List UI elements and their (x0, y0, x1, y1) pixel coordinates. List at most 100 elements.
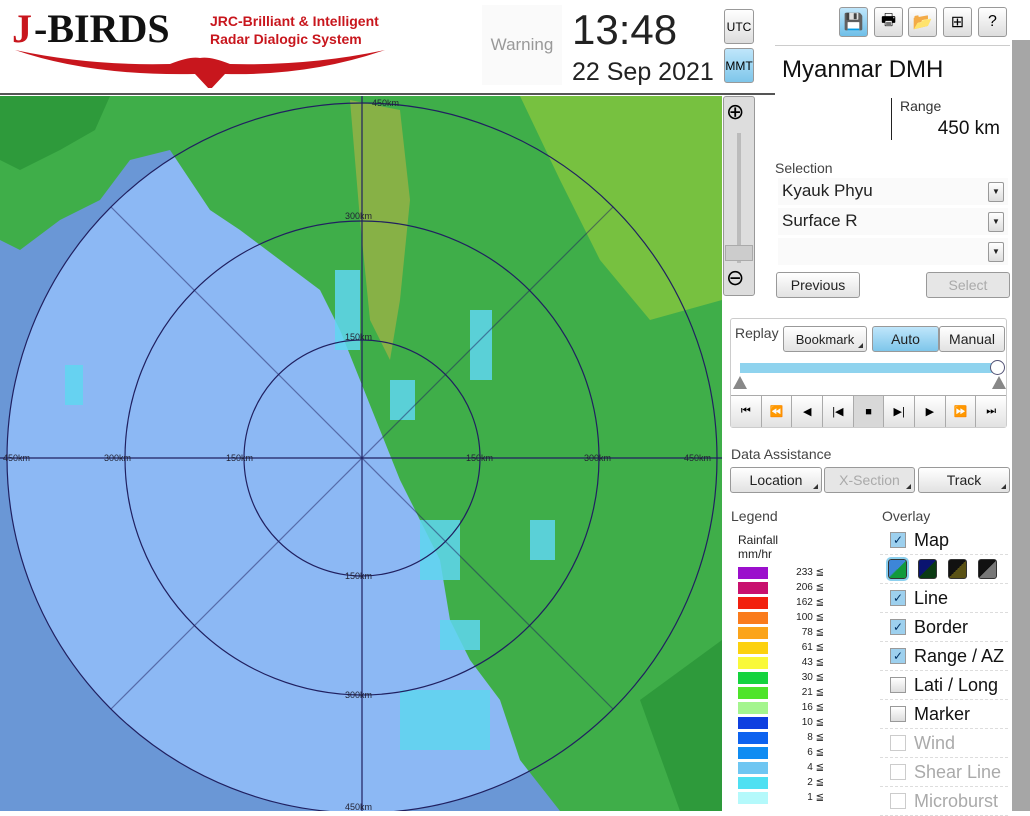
replay-start-marker[interactable] (733, 376, 747, 389)
auto-button[interactable]: Auto (872, 326, 939, 352)
checkbox[interactable] (890, 764, 906, 780)
bookmark-button[interactable]: Bookmark (783, 326, 867, 352)
site-name: Myanmar DMH (778, 52, 1008, 88)
overlay-wind[interactable]: Wind (880, 729, 1008, 758)
checkbox[interactable]: ✓ (890, 532, 906, 548)
overlay-label: Overlay (882, 508, 931, 524)
legend-swatch (738, 671, 768, 684)
replay-end-marker[interactable] (992, 376, 1006, 389)
save-icon[interactable]: 💾 (839, 7, 868, 37)
logo: J -BIRDS JRC-Brilliant & Intelligent Rad… (10, 6, 390, 90)
location-button[interactable]: Location (730, 467, 822, 493)
radar-map[interactable]: 450km 300km 150km 450km 300km 150km 150k… (0, 96, 722, 811)
overlay-marker[interactable]: Marker (880, 700, 1008, 729)
chevron-down-icon[interactable]: ▼ (988, 242, 1004, 262)
legend-swatch (738, 641, 768, 654)
legend-label: Legend (731, 508, 778, 524)
previous-button[interactable]: Previous (776, 272, 860, 298)
zoom-in-icon[interactable]: ⊕ (726, 99, 745, 124)
legend-item: 78 ≦ (738, 625, 867, 640)
clock-time: 13:48 (572, 6, 678, 53)
checkbox[interactable] (890, 793, 906, 809)
xsection-button[interactable]: X-Section (824, 467, 915, 493)
checkbox[interactable] (890, 677, 906, 693)
add-window-icon[interactable]: ⊞ (943, 7, 972, 37)
zoom-slider[interactable]: ⊕ ⊖ (723, 96, 755, 296)
first-frame-button[interactable]: ⏮ (731, 396, 762, 427)
overlay-map[interactable]: ✓ Map (880, 526, 1008, 555)
third-select[interactable]: ▼ (778, 238, 1008, 265)
fast-back-button[interactable]: ⏪ (761, 396, 793, 427)
scrollbar[interactable] (1012, 40, 1030, 811)
ring-label: 450km (345, 802, 372, 811)
legend-swatch (738, 656, 768, 669)
zoom-handle[interactable] (725, 245, 753, 261)
overlay-label: Shear Line (914, 761, 1002, 782)
overlay-shear-line[interactable]: Shear Line (880, 758, 1008, 787)
map-style-swatch[interactable] (978, 559, 997, 579)
replay-slider[interactable] (740, 363, 1002, 373)
legend-swatch (738, 791, 768, 804)
header: J -BIRDS JRC-Brilliant & Intelligent Rad… (0, 0, 775, 95)
chevron-down-icon[interactable]: ▼ (988, 212, 1004, 232)
checkbox[interactable] (890, 706, 906, 722)
product-select[interactable]: Surface R ▼ (778, 208, 1008, 235)
utc-button[interactable]: UTC (724, 9, 754, 44)
legend-item: 43 ≦ (738, 655, 867, 670)
track-button[interactable]: Track (918, 467, 1010, 493)
data-assistance-label: Data Assistance (731, 446, 832, 462)
select-button[interactable]: Select (926, 272, 1010, 298)
zoom-out-icon[interactable]: ⊖ (726, 265, 745, 290)
overlay-microburst[interactable]: Microburst (880, 787, 1008, 816)
overlay-label: Border (914, 616, 969, 637)
legend-value: 43 ≦ (801, 657, 824, 668)
overlay-range-az[interactable]: ✓ Range / AZ (880, 642, 1008, 671)
legend-value: 30 ≦ (801, 672, 824, 683)
play-button[interactable]: ▶ (915, 396, 946, 427)
folder-open-icon[interactable]: 📂 (908, 7, 937, 37)
checkbox[interactable] (890, 735, 906, 751)
overlay-label: Wind (914, 732, 956, 753)
stop-button[interactable]: ■ (853, 396, 885, 427)
overlay-label: Line (914, 587, 949, 608)
legend-value: 21 ≦ (801, 687, 824, 698)
step-forward-button[interactable]: ▶| (884, 396, 916, 427)
overlay-border[interactable]: ✓ Border (880, 613, 1008, 642)
selection-label: Selection (775, 160, 833, 176)
mmt-button[interactable]: MMT (724, 48, 754, 83)
range-label: Range (900, 98, 942, 114)
manual-button[interactable]: Manual (939, 326, 1005, 352)
map-style-swatch[interactable] (886, 557, 909, 581)
overlay-line[interactable]: ✓ Line (880, 584, 1008, 613)
last-frame-button[interactable]: ⏭ (976, 396, 1007, 427)
checkbox[interactable]: ✓ (890, 619, 906, 635)
checkbox[interactable]: ✓ (890, 648, 906, 664)
radar-select[interactable]: Kyauk Phyu ▼ (778, 178, 1008, 205)
ring-label: 450km (372, 98, 399, 108)
range-value: 450 km (937, 118, 1000, 139)
overlay-label: Marker (914, 703, 971, 724)
map-style-swatch[interactable] (918, 559, 937, 579)
legend-item: 233 ≦ (738, 565, 867, 580)
map-style-swatch[interactable] (948, 559, 967, 579)
ring-label: 300km (345, 690, 372, 700)
ring-label: 450km (684, 453, 711, 463)
overlay-panel: ✓ Map ✓ Line ✓ Border ✓ Range / AZ Lati / Long Ma… (880, 526, 1008, 816)
chevron-down-icon[interactable]: ▼ (988, 182, 1004, 202)
overlay-label: Microburst (914, 790, 999, 811)
warning-button[interactable]: Warning (482, 5, 562, 85)
overlay-lati-long[interactable]: Lati / Long (880, 671, 1008, 700)
fast-forward-button[interactable]: ⏩ (945, 396, 977, 427)
legend-item: 2 ≦ (738, 775, 867, 790)
legend-value: 8 ≦ (807, 732, 824, 743)
step-back-button[interactable]: |◀ (823, 396, 854, 427)
legend-value: 162 ≦ (796, 597, 824, 608)
replay-slider-handle[interactable] (990, 360, 1005, 375)
back-button[interactable]: ◀ (792, 396, 824, 427)
legend-item: 162 ≦ (738, 595, 867, 610)
legend-value: 1 ≦ (807, 792, 824, 803)
legend-swatch (738, 596, 768, 609)
print-icon[interactable]: 🖶 (874, 7, 903, 37)
help-icon[interactable]: ? (978, 7, 1007, 37)
checkbox[interactable]: ✓ (890, 590, 906, 606)
